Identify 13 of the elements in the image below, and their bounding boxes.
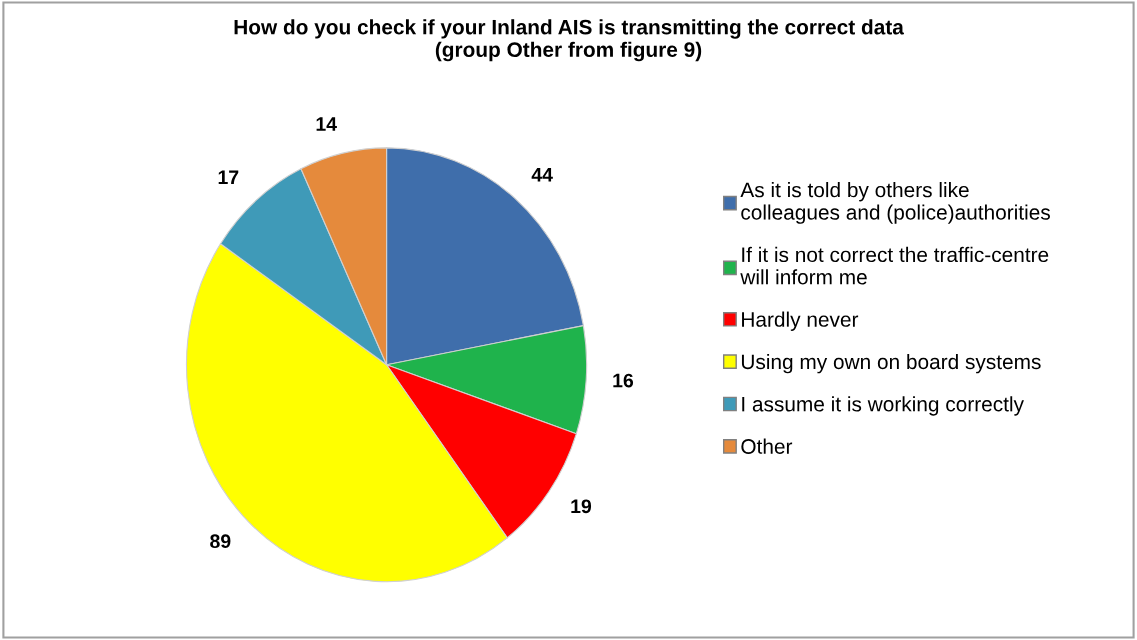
data-label: 44 (531, 168, 553, 182)
chart-title: How do you check if your Inland AIS is transmitting the correct data (group Other from figure 9) (234, 19, 904, 62)
data-label: 16 (613, 373, 634, 388)
legend-label: Other (741, 438, 793, 454)
legend-label: I assume it is working correctly (742, 396, 1024, 416)
legend-label: As it is told by others like colleagues and (police)authorities (740, 182, 1050, 224)
data-label: 89 (210, 534, 231, 549)
data-label: 19 (571, 499, 592, 514)
data-label: 17 (218, 170, 239, 184)
legend-label: If it is not correct the traffic-centre will inform me (740, 246, 1049, 285)
legend-label: Hardly never (742, 311, 859, 331)
legend-label: Using my own on board systems (741, 353, 1041, 374)
data-label: 14 (316, 117, 337, 131)
